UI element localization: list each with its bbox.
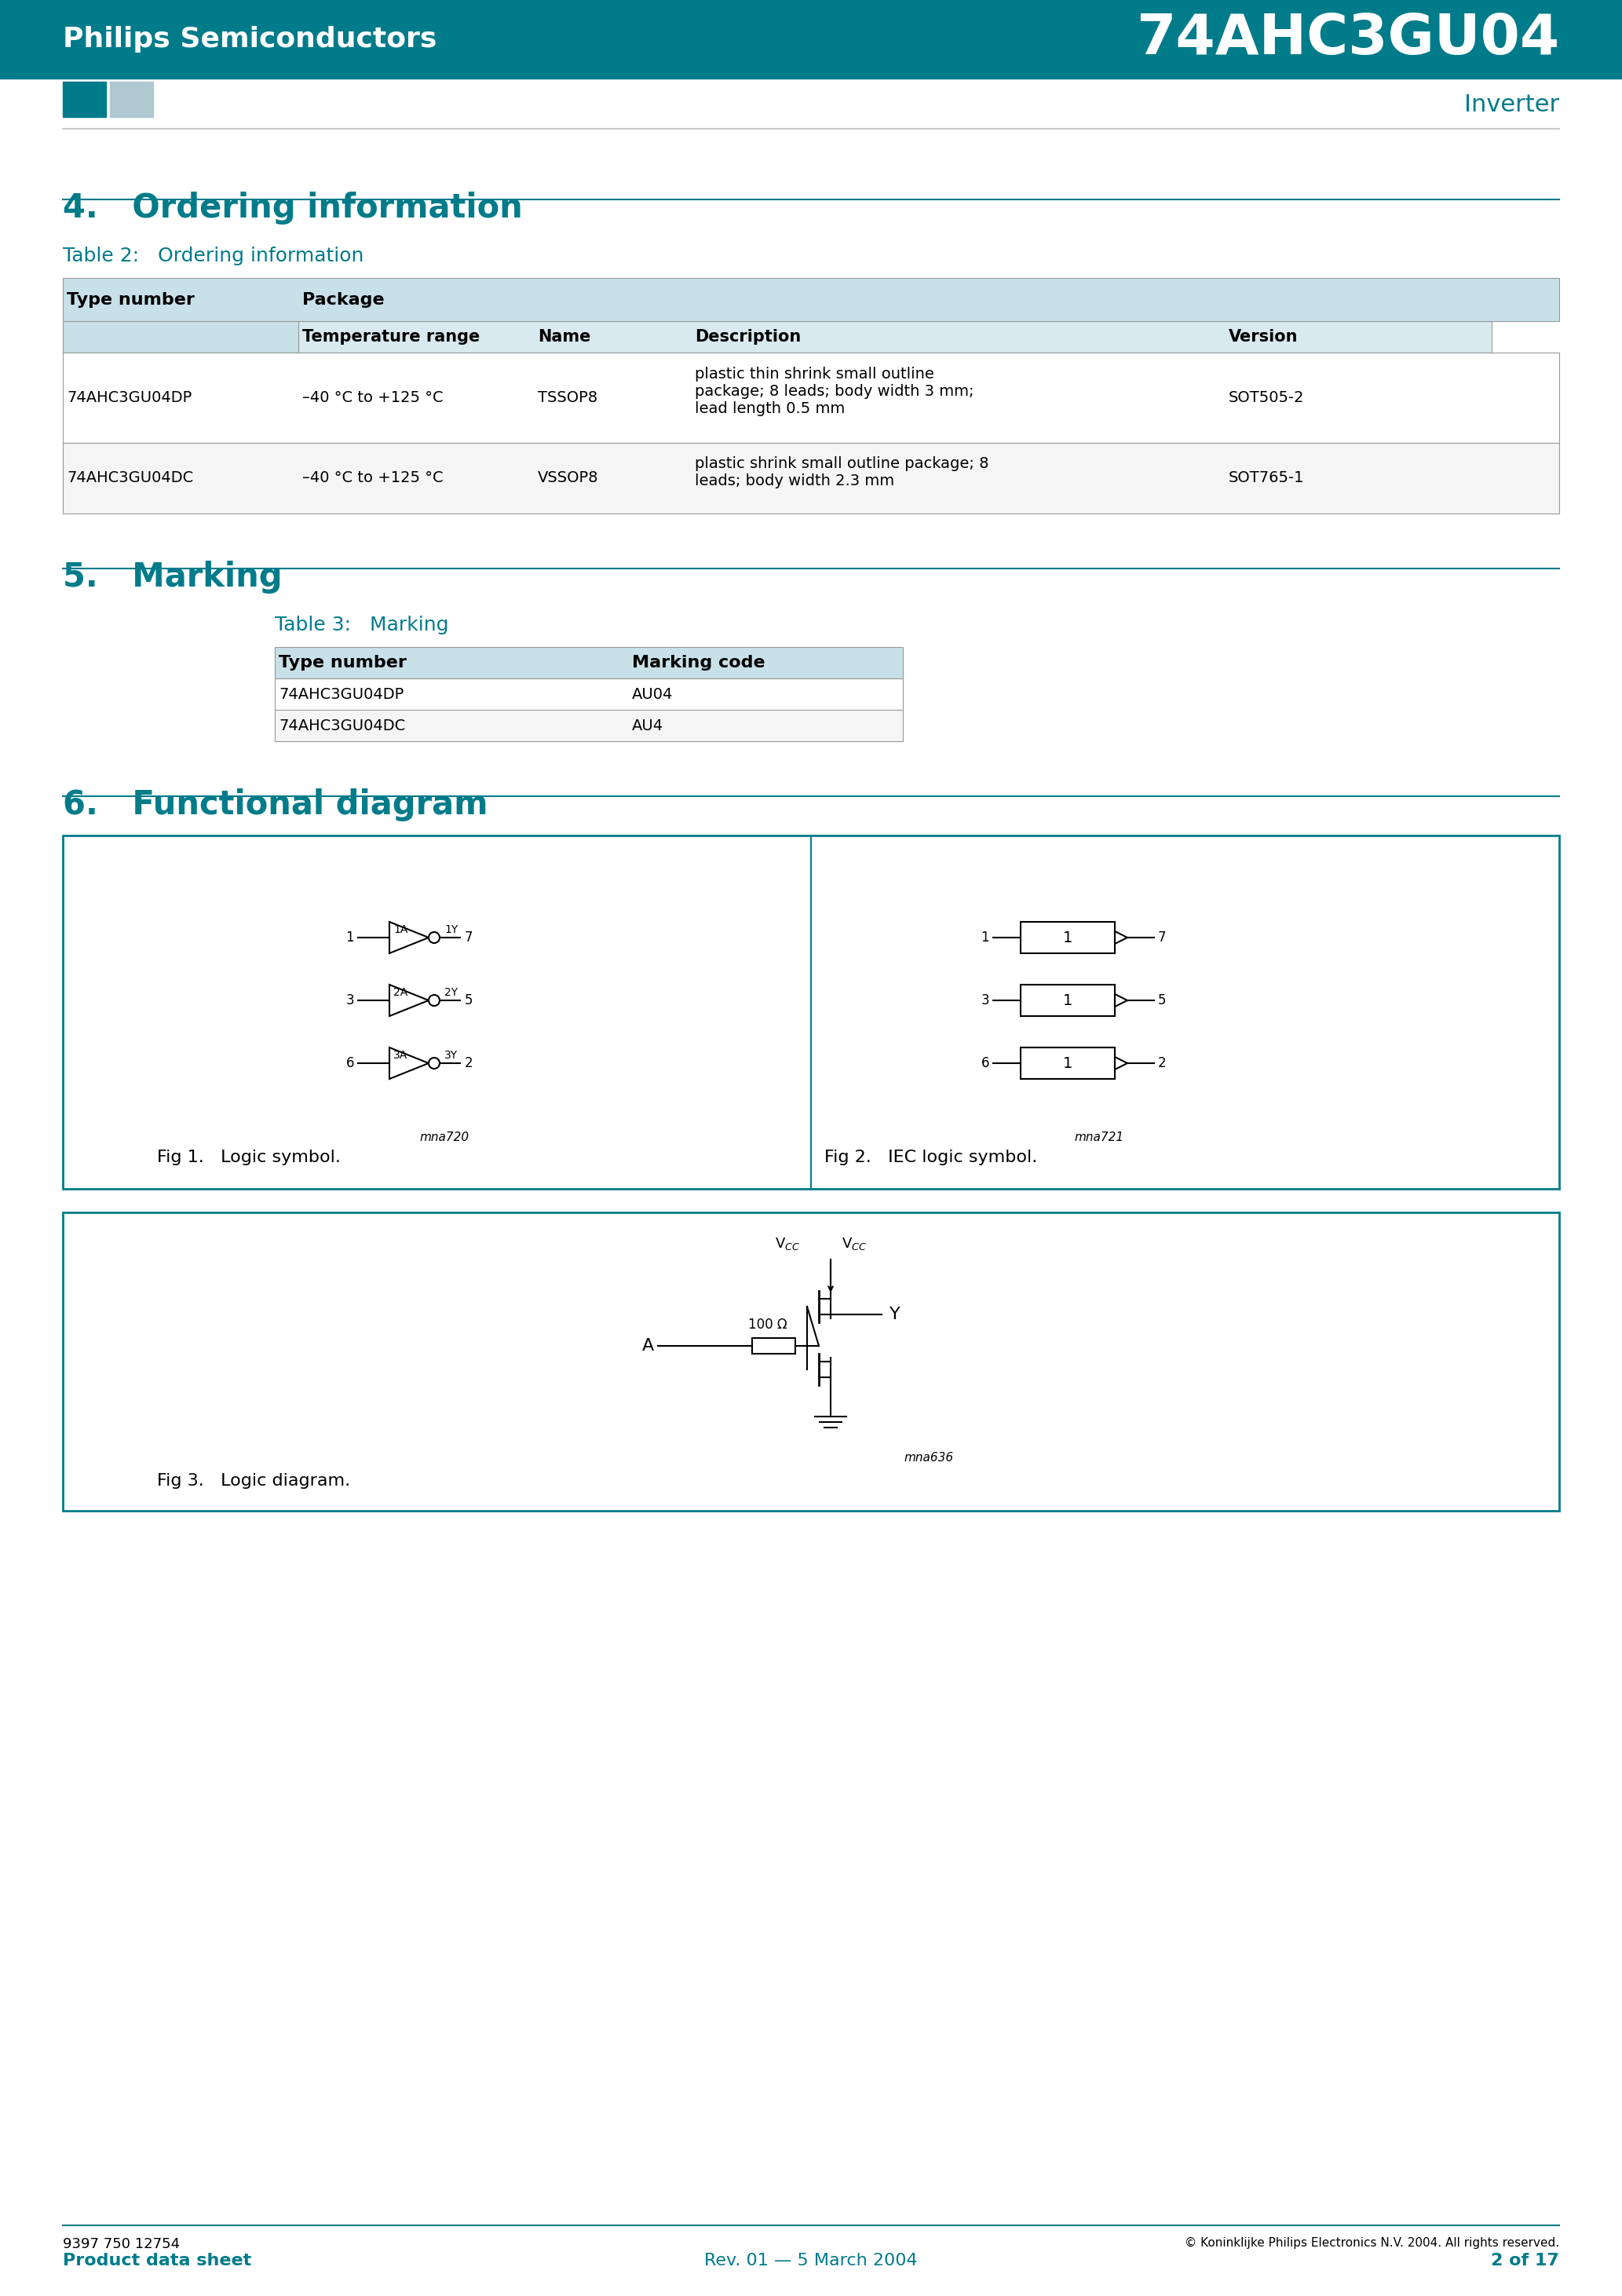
Text: © Koninklijke Philips Electronics N.V. 2004. All rights reserved.: © Koninklijke Philips Electronics N.V. 2… [1184, 2236, 1559, 2248]
Text: 74AHC3GU04DC: 74AHC3GU04DC [67, 471, 193, 487]
Text: Marking code: Marking code [633, 654, 766, 670]
Text: 2: 2 [466, 1056, 474, 1070]
Text: 1: 1 [1062, 930, 1072, 946]
Text: –40 °C to +125 °C: –40 °C to +125 °C [302, 471, 443, 487]
Text: 4.   Ordering information: 4. Ordering information [63, 191, 522, 225]
Polygon shape [389, 985, 428, 1017]
Bar [63, 443, 1559, 514]
Text: Version: Version [1229, 328, 1298, 344]
Text: Package: Package [302, 292, 384, 308]
Bar [110, 83, 152, 117]
Text: 100 Ω: 100 Ω [748, 1318, 787, 1332]
Text: AU04: AU04 [633, 687, 673, 703]
Bar [1020, 923, 1114, 953]
Circle shape [428, 1058, 440, 1068]
Text: 3: 3 [345, 994, 354, 1008]
Text: mna636: mna636 [903, 1451, 954, 1463]
Text: 6.   Functional diagram: 6. Functional diagram [63, 788, 488, 822]
Text: TSSOP8: TSSOP8 [539, 390, 597, 404]
Text: mna721: mna721 [1074, 1132, 1124, 1143]
Bar [753, 1339, 795, 1355]
Bar [63, 354, 1559, 443]
Text: 74AHC3GU04DC: 74AHC3GU04DC [279, 719, 406, 732]
Bar [63, 836, 1559, 1189]
Text: Type number: Type number [279, 654, 407, 670]
Text: 2A: 2A [393, 987, 407, 999]
Text: Temperature range: Temperature range [302, 328, 480, 344]
Text: 1: 1 [1062, 992, 1072, 1008]
Text: Table 2:   Ordering information: Table 2: Ordering information [63, 246, 363, 266]
Text: 6: 6 [345, 1056, 354, 1070]
Text: 7: 7 [466, 930, 474, 944]
Text: Table 3:   Marking: Table 3: Marking [274, 615, 449, 634]
Text: SOT765-1: SOT765-1 [1229, 471, 1304, 487]
Text: 7: 7 [1158, 930, 1166, 944]
Bar [63, 1212, 1559, 1511]
Text: Fig 2.   IEC logic symbol.: Fig 2. IEC logic symbol. [824, 1150, 1038, 1166]
Text: Type number: Type number [67, 292, 195, 308]
Text: 5.   Marking: 5. Marking [63, 560, 282, 595]
Bar [274, 677, 903, 709]
Text: 1: 1 [1062, 1056, 1072, 1070]
Text: VSSOP8: VSSOP8 [539, 471, 599, 487]
Text: –40 °C to +125 °C: –40 °C to +125 °C [302, 390, 443, 404]
Text: V$_{CC}$: V$_{CC}$ [842, 1235, 866, 1251]
Bar [63, 321, 298, 354]
Text: 6: 6 [981, 1056, 989, 1070]
Text: 5: 5 [466, 994, 474, 1008]
Polygon shape [389, 923, 428, 953]
Text: 9397 750 12754: 9397 750 12754 [63, 2236, 180, 2252]
Bar [63, 278, 1559, 321]
Text: mna720: mna720 [420, 1132, 469, 1143]
Bar [0, 0, 1622, 78]
Text: 3: 3 [981, 994, 989, 1008]
Text: 2: 2 [1158, 1056, 1166, 1070]
Text: Name: Name [539, 328, 590, 344]
Text: AU4: AU4 [633, 719, 663, 732]
Text: 1: 1 [345, 930, 354, 944]
Text: 3Y: 3Y [444, 1049, 457, 1061]
Text: Rev. 01 — 5 March 2004: Rev. 01 — 5 March 2004 [704, 2252, 918, 2268]
Text: Inverter: Inverter [1465, 94, 1559, 117]
Circle shape [428, 932, 440, 944]
Bar [1020, 985, 1114, 1017]
Text: Y: Y [889, 1306, 900, 1322]
Text: Fig 3.   Logic diagram.: Fig 3. Logic diagram. [157, 1474, 350, 1488]
Bar [1020, 1047, 1114, 1079]
Polygon shape [389, 1047, 428, 1079]
Text: Philips Semiconductors: Philips Semiconductors [63, 25, 436, 53]
Text: V$_{CC}$: V$_{CC}$ [775, 1235, 800, 1251]
Text: 1: 1 [981, 930, 989, 944]
Circle shape [428, 994, 440, 1006]
Text: Fig 1.   Logic symbol.: Fig 1. Logic symbol. [157, 1150, 341, 1166]
Text: 74AHC3GU04DP: 74AHC3GU04DP [279, 687, 404, 703]
Text: plastic thin shrink small outline
package; 8 leads; body width 3 mm;
lead length: plastic thin shrink small outline packag… [694, 367, 973, 416]
Text: 5: 5 [1158, 994, 1166, 1008]
Text: SOT505-2: SOT505-2 [1229, 390, 1304, 404]
Text: Product data sheet: Product data sheet [63, 2252, 251, 2268]
Bar [274, 647, 903, 677]
Polygon shape [1114, 1056, 1127, 1070]
Bar [63, 83, 105, 117]
Bar [298, 321, 1492, 354]
Text: plastic shrink small outline package; 8
leads; body width 2.3 mm: plastic shrink small outline package; 8 … [694, 457, 989, 489]
Polygon shape [1114, 994, 1127, 1006]
Text: 1Y: 1Y [444, 925, 457, 934]
Text: 2 of 17: 2 of 17 [1491, 2252, 1559, 2268]
Text: 74AHC3GU04: 74AHC3GU04 [1135, 11, 1559, 67]
Polygon shape [1114, 932, 1127, 944]
Text: Description: Description [694, 328, 801, 344]
Text: A: A [642, 1339, 654, 1355]
Text: 3A: 3A [393, 1049, 407, 1061]
Text: 1A: 1A [393, 925, 407, 934]
Text: 74AHC3GU04DP: 74AHC3GU04DP [67, 390, 191, 404]
Bar [274, 709, 903, 742]
Text: 2Y: 2Y [444, 987, 457, 999]
